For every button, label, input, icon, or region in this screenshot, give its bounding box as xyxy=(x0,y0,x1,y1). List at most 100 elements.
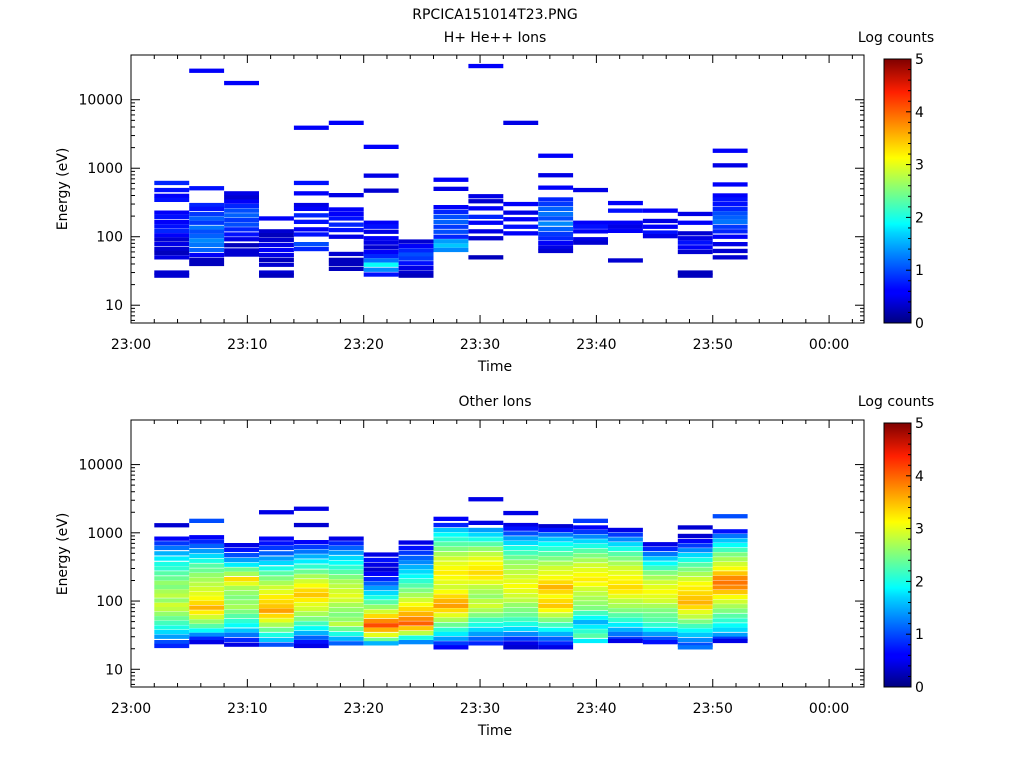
heatmap-cell xyxy=(259,642,294,647)
heatmap-cell xyxy=(433,551,469,557)
heatmap-cell xyxy=(398,239,434,244)
heatmap-cell xyxy=(538,240,574,246)
heatmap-cell xyxy=(503,612,539,617)
heatmap-cell xyxy=(224,609,259,614)
heatmap-cell xyxy=(468,532,504,537)
heatmap-cell xyxy=(608,228,643,233)
heatmap-cell xyxy=(677,543,713,548)
colorbar-tick-label: 4 xyxy=(915,105,924,121)
heatmap-cell xyxy=(189,563,225,568)
heatmap-cell xyxy=(433,622,469,627)
heatmap-cell xyxy=(433,585,469,590)
heatmap-cell xyxy=(398,550,434,555)
heatmap-cell xyxy=(189,202,225,208)
heatmap-cell xyxy=(154,541,190,546)
heatmap-cell xyxy=(398,273,434,278)
heatmap-cell xyxy=(538,608,574,613)
colorbar-tick-label: 0 xyxy=(915,316,924,332)
heatmap-cell xyxy=(154,571,190,576)
heatmap-cell xyxy=(154,228,190,233)
heatmap-cell xyxy=(677,623,713,629)
heatmap-cell xyxy=(538,580,574,585)
heatmap-cell xyxy=(608,617,643,622)
heatmap-cell xyxy=(363,562,399,567)
heatmap-cell xyxy=(677,576,713,582)
heatmap-cell xyxy=(712,561,748,567)
heatmap-cell xyxy=(154,250,190,256)
heatmap-cell xyxy=(503,607,539,613)
heatmap-cell xyxy=(224,585,259,591)
heatmap-cell xyxy=(642,631,678,637)
heatmap-cell xyxy=(608,527,643,533)
heatmap-cell xyxy=(573,539,608,544)
heatmap-cell xyxy=(259,566,294,571)
heatmap-cell xyxy=(224,227,259,232)
heatmap-cell xyxy=(677,642,713,647)
heatmap-cell xyxy=(328,588,364,594)
heatmap-cell xyxy=(642,546,678,552)
colorbar-label: Log counts xyxy=(858,394,934,410)
heatmap-cell xyxy=(224,243,259,248)
panel-title: H+ He++ Ions xyxy=(444,30,547,46)
heatmap-cell xyxy=(328,570,364,575)
heatmap-cell xyxy=(224,208,259,213)
heatmap-cell xyxy=(293,588,329,593)
heatmap-cell xyxy=(189,220,225,225)
heatmap-cell xyxy=(189,216,225,221)
heatmap-cell xyxy=(433,239,469,244)
heatmap-cell xyxy=(224,628,259,633)
heatmap-cell xyxy=(573,591,608,596)
heatmap-cell xyxy=(398,555,434,560)
plot-frame xyxy=(130,54,865,324)
heatmap-cell xyxy=(328,207,364,212)
heatmap-cell xyxy=(573,224,608,229)
heatmap-cell xyxy=(608,627,643,632)
heatmap-cell xyxy=(642,580,678,585)
heatmap-cell xyxy=(608,622,643,627)
heatmap-cell xyxy=(468,63,504,69)
heatmap-cell xyxy=(293,616,329,621)
heatmap-cell xyxy=(224,637,259,642)
heatmap-cell xyxy=(293,206,329,211)
heatmap-cell xyxy=(642,589,678,594)
heatmap-cell xyxy=(538,206,574,211)
heatmap-cell xyxy=(573,605,608,611)
heatmap-cell xyxy=(608,220,643,225)
heatmap-cell xyxy=(503,522,539,528)
heatmap-cell xyxy=(259,242,294,247)
heatmap-cell xyxy=(538,594,574,599)
heatmap-cell xyxy=(642,622,678,627)
heatmap-cell xyxy=(293,621,329,626)
heatmap-cell xyxy=(677,632,713,637)
x-axis-label: Time xyxy=(477,359,512,375)
heatmap-cell xyxy=(642,603,678,608)
heatmap-cell xyxy=(503,231,539,236)
heatmap-cell xyxy=(398,597,434,602)
heatmap-cell xyxy=(677,591,713,596)
heatmap-cell xyxy=(712,547,748,553)
heatmap-cell xyxy=(363,604,399,610)
heatmap-cell xyxy=(573,620,608,625)
heatmap-cell xyxy=(677,525,713,530)
heatmap-cell xyxy=(433,516,469,521)
heatmap-cell xyxy=(712,206,748,211)
heatmap-cell xyxy=(259,536,294,541)
heatmap-cell xyxy=(538,542,574,547)
heatmap-cell xyxy=(189,610,225,615)
heatmap-cell xyxy=(224,581,259,586)
heatmap-cell xyxy=(293,227,329,232)
heatmap-cell xyxy=(293,242,329,247)
heatmap-cell xyxy=(293,574,329,579)
heatmap-cell xyxy=(573,558,608,563)
x-axis-label: Time xyxy=(477,723,512,739)
heatmap-cell xyxy=(503,598,539,603)
colorbar-tick-label: 2 xyxy=(915,574,924,590)
heatmap-cell xyxy=(293,607,329,612)
heatmap-cell xyxy=(154,580,190,585)
x-tick-label: 23:20 xyxy=(344,701,384,717)
heatmap-cell xyxy=(363,614,399,619)
heatmap-cell xyxy=(224,557,259,563)
heatmap-cell xyxy=(189,539,225,544)
heatmap-cell xyxy=(328,193,364,198)
heatmap-cell xyxy=(189,558,225,563)
